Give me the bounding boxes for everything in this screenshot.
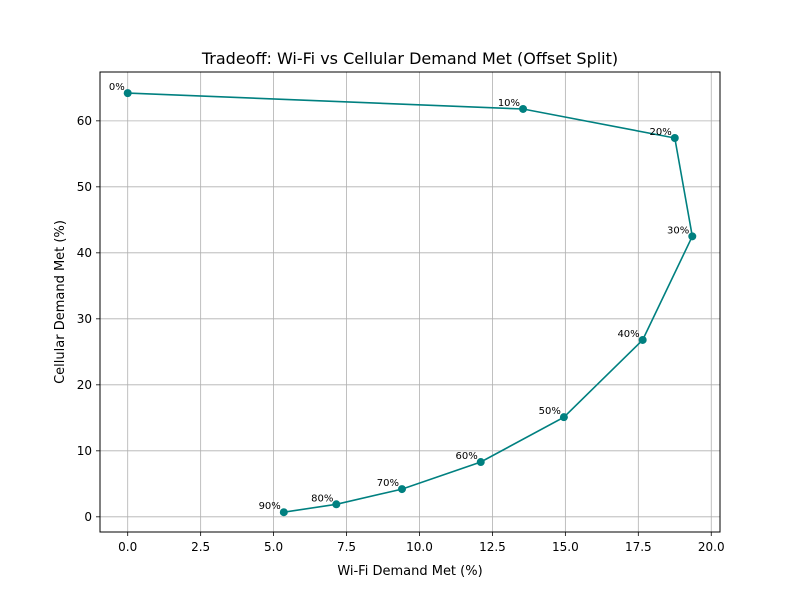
series-line — [127, 92, 694, 513]
y-tick-label: 60 — [77, 114, 92, 128]
data-point — [332, 500, 341, 509]
x-axis-label: Wi-Fi Demand Met (%) — [337, 564, 482, 579]
point-label: 90% — [259, 501, 281, 512]
grid — [100, 72, 720, 532]
point-label: 30% — [667, 225, 689, 236]
x-tick-label: 12.5 — [479, 540, 506, 554]
x-tick-label: 7.5 — [337, 540, 356, 554]
x-tick-label: 15.0 — [552, 540, 579, 554]
plot-area-frame — [99, 71, 721, 533]
x-tick-label: 10.0 — [406, 540, 433, 554]
data-point — [123, 89, 132, 98]
x-tick-label: 20.0 — [698, 540, 725, 554]
x-tick-label: 2.5 — [191, 540, 210, 554]
point-label: 0% — [109, 82, 125, 93]
data-point — [476, 458, 485, 467]
series — [123, 89, 697, 517]
data-point — [519, 104, 528, 113]
data-point — [397, 485, 406, 494]
y-tick-label: 20 — [77, 378, 92, 392]
y-tick-label: 0 — [84, 510, 92, 524]
x-tick-label: 17.5 — [625, 540, 652, 554]
x-tick-label: 5.0 — [264, 540, 283, 554]
point-label: 60% — [456, 451, 478, 462]
y-tick-label: 30 — [77, 312, 92, 326]
data-point — [638, 335, 647, 344]
y-tick-label: 50 — [77, 180, 92, 194]
point-label: 20% — [650, 127, 672, 138]
point-label: 50% — [539, 406, 561, 417]
y-tick-label: 10 — [77, 444, 92, 458]
point-labels: 0% 10% 20% 30% 40% 50% 60% 70% 80% 90% — [109, 82, 689, 512]
data-point — [670, 133, 679, 142]
point-label: 80% — [311, 493, 333, 504]
ticks: 0.0 2.5 5.0 7.5 10.0 12.5 15.0 17.5 20.0 0 10 20 30 4… — [77, 114, 725, 554]
y-axis-label: Cellular Demand Met (%) — [53, 220, 68, 384]
point-label: 40% — [617, 329, 639, 340]
point-label: 70% — [377, 478, 399, 489]
x-tick-label: 0.0 — [118, 540, 137, 554]
data-point — [688, 232, 697, 241]
data-point — [559, 413, 568, 422]
y-tick-label: 40 — [77, 246, 92, 260]
chart-title: Tradeoff: Wi-Fi vs Cellular Demand Met (… — [201, 49, 618, 68]
point-label: 10% — [498, 98, 520, 109]
data-point — [279, 508, 288, 517]
